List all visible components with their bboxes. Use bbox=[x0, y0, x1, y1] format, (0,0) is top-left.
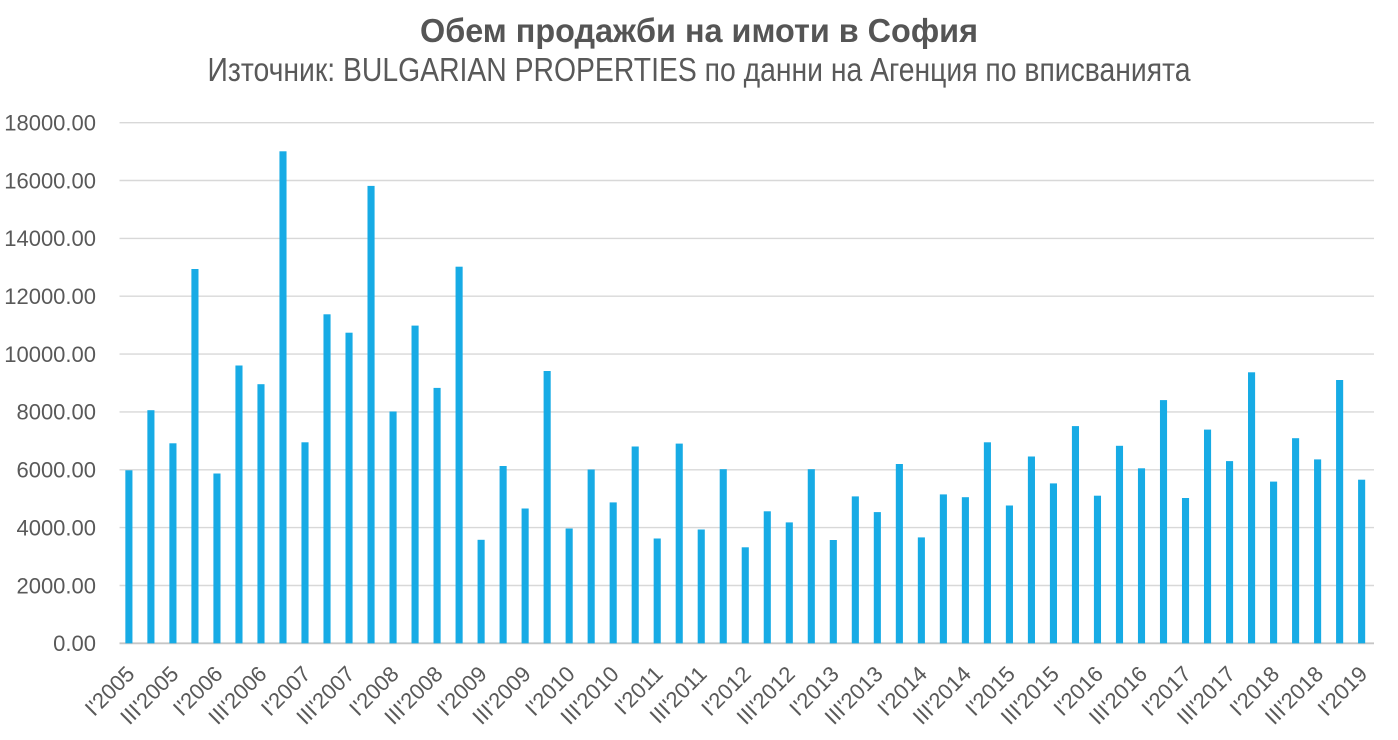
svg-text:10000.00: 10000.00 bbox=[4, 342, 96, 367]
svg-text:2000.00: 2000.00 bbox=[16, 573, 96, 598]
svg-text:4000.00: 4000.00 bbox=[16, 515, 96, 540]
svg-text:14000.00: 14000.00 bbox=[4, 226, 96, 251]
svg-text:18000.00: 18000.00 bbox=[4, 111, 96, 136]
svg-text:6000.00: 6000.00 bbox=[16, 458, 96, 483]
svg-text:8000.00: 8000.00 bbox=[16, 400, 96, 425]
svg-text:12000.00: 12000.00 bbox=[4, 284, 96, 309]
svg-text:0.00: 0.00 bbox=[53, 631, 96, 656]
svg-text:Източник: BULGARIAN PROPERTIES: Източник: BULGARIAN PROPERTIES по данни … bbox=[208, 51, 1192, 88]
svg-text:Обем продажби на имоти в София: Обем продажби на имоти в София bbox=[420, 12, 978, 49]
svg-text:16000.00: 16000.00 bbox=[4, 168, 96, 193]
